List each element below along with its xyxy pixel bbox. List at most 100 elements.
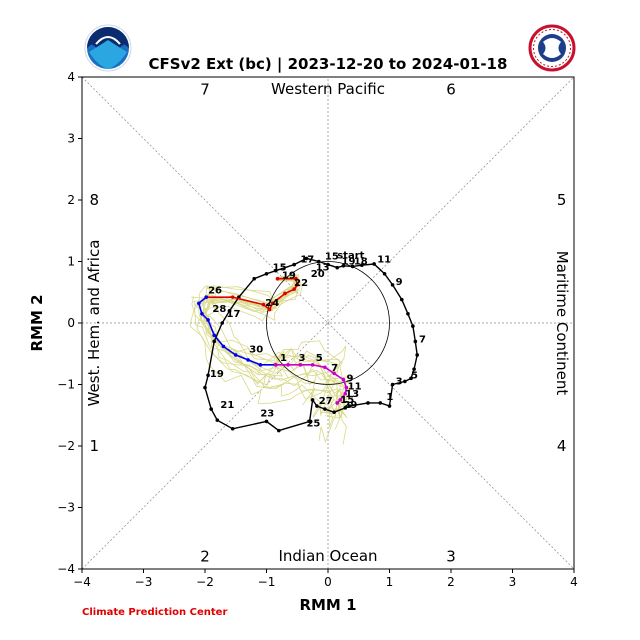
- series-0-point-22: [310, 398, 315, 402]
- point-label-16: 24: [265, 298, 279, 309]
- series-2-point-7: [246, 358, 250, 362]
- series-0-point-38: [292, 262, 296, 267]
- y-tick-label-4: 0: [67, 316, 75, 330]
- point-label-21: 1: [280, 353, 287, 364]
- point-label-19: 17: [227, 309, 241, 320]
- series-0-point-39: [304, 256, 309, 261]
- series-3-point-8: [343, 391, 348, 396]
- series-1-point-4: [283, 291, 287, 296]
- series-0-point-24: [277, 428, 281, 433]
- point-label-25: 9: [346, 373, 353, 384]
- noaa-logo-icon: [84, 24, 132, 72]
- series-0-point-42: [335, 265, 340, 270]
- phase-number-2: 2: [200, 548, 210, 566]
- series-0-point-7: [411, 324, 415, 328]
- point-label-33: 27: [319, 396, 333, 407]
- series-3-point-0: [273, 363, 278, 367]
- point-label-17: 26: [208, 285, 222, 296]
- series-3-point-5: [332, 371, 336, 376]
- region-right: Maritime Continent: [553, 251, 571, 396]
- series-0-point-21: [315, 404, 319, 408]
- point-label-20: 30: [249, 345, 263, 356]
- y-tick-label-1: −3: [57, 501, 75, 515]
- point-label-32: 25: [306, 418, 320, 429]
- credit-text: Climate Prediction Center: [82, 607, 227, 618]
- series-3-point-9: [338, 398, 343, 402]
- series-0-point-35: [252, 276, 256, 281]
- series-2-point-3: [206, 318, 210, 322]
- series-0-point-12: [403, 379, 407, 384]
- phase-number-1: 1: [90, 437, 100, 455]
- phase-number-8: 8: [90, 191, 100, 209]
- series-0-point-4: [390, 283, 395, 287]
- series-3-point-4: [323, 365, 327, 370]
- series-0-point-5: [400, 297, 404, 302]
- point-label-5: 13: [316, 263, 330, 274]
- y-tick-label-3: −1: [57, 378, 75, 392]
- series-0-point-36: [264, 272, 269, 276]
- x-tick-label-4: 0: [324, 575, 332, 589]
- point-label-0: start: [337, 250, 364, 261]
- point-label-8: 7: [419, 335, 426, 346]
- series-3-point-7: [344, 385, 349, 390]
- point-label-2: 18: [354, 257, 368, 268]
- series-0-point-16: [366, 401, 370, 405]
- series-0-point-8: [413, 339, 418, 344]
- series-3-point-1: [286, 363, 290, 367]
- ensemble-member-14: [189, 275, 337, 444]
- point-label-22: 3: [298, 353, 305, 364]
- point-label-13: 19: [282, 271, 296, 282]
- series-0-point-28: [209, 407, 213, 411]
- series-1-point-8: [230, 295, 235, 299]
- point-label-30: 21: [220, 400, 234, 411]
- point-label-7: 9: [396, 277, 403, 288]
- y-tick-label-2: −2: [57, 439, 75, 453]
- phase-number-7: 7: [200, 80, 210, 98]
- point-label-27: 13: [345, 389, 359, 400]
- series-0-point-44: [350, 264, 355, 269]
- y-tick-label-7: 3: [67, 132, 75, 146]
- series-1-point-3: [292, 287, 296, 291]
- x-tick-label-3: −1: [258, 575, 276, 589]
- series-0-point-23: [307, 419, 312, 424]
- series-1-point-6: [267, 307, 272, 312]
- point-label-23: 5: [316, 353, 323, 364]
- series-line-1: [206, 277, 299, 311]
- x-axis-label: RMM 1: [299, 596, 356, 614]
- y-tick-label-5: 1: [67, 255, 75, 269]
- point-label-12: 15: [273, 263, 287, 274]
- x-tick-label-2: −2: [196, 575, 214, 589]
- series-3-point-2: [298, 363, 303, 367]
- point-label-3: 15: [325, 252, 339, 263]
- series-0-point-3: [382, 272, 387, 276]
- point-label-18: 28: [212, 304, 226, 315]
- point-label-10: 3: [396, 377, 403, 388]
- point-label-6: 11: [377, 255, 391, 266]
- series-2-point-5: [221, 344, 226, 349]
- series-2-point-2: [200, 311, 204, 316]
- point-label-24: 7: [331, 363, 338, 374]
- region-bottom: Indian Ocean: [278, 547, 377, 565]
- series-0-point-13: [390, 382, 395, 387]
- series-1-point-0: [275, 276, 280, 281]
- series-0-point-32: [220, 321, 225, 325]
- x-tick-label-1: −3: [135, 575, 153, 589]
- point-label-29: 19: [210, 369, 224, 380]
- series-0-point-30: [206, 373, 210, 378]
- y-tick-label-0: −4: [57, 562, 75, 576]
- series-0-point-33: [227, 308, 232, 313]
- series-0-point-6: [406, 311, 410, 316]
- point-label-11: 1: [386, 392, 393, 403]
- series-1-point-5: [270, 301, 275, 306]
- ensemble-member-12: [202, 278, 345, 417]
- series-2-point-0: [204, 295, 209, 299]
- y-axis-label: RMM 2: [28, 294, 46, 351]
- series-0-point-25: [264, 419, 269, 424]
- series-0-point-1: [360, 263, 364, 267]
- x-tick-label-6: 2: [447, 575, 455, 589]
- series-1-point-7: [261, 302, 266, 307]
- series-0-point-15: [378, 401, 383, 405]
